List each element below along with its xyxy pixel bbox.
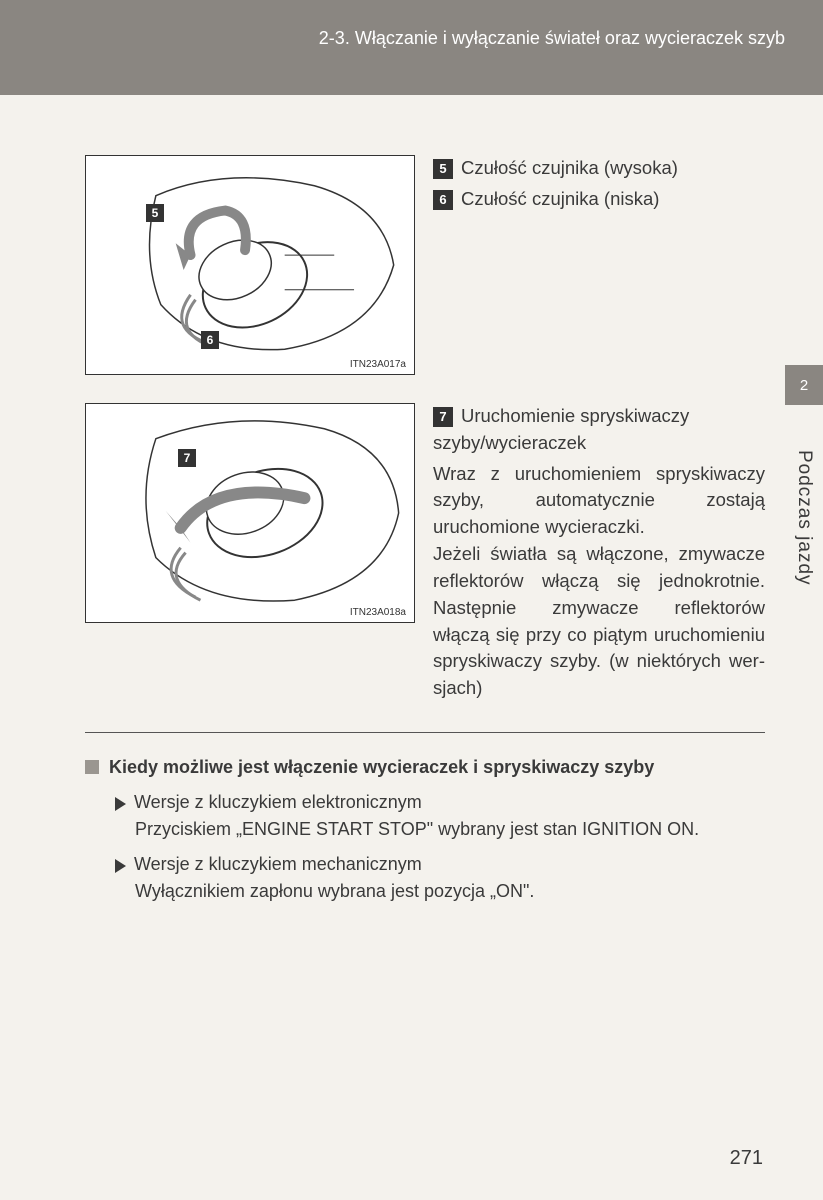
callout-7: 7: [433, 407, 453, 427]
chapter-tab: 2: [785, 365, 823, 405]
triangle-icon: [115, 859, 126, 873]
item-6-text: Czułość czujnika (niska): [461, 188, 659, 209]
row-fig2: 7 ITN23A018a 7Uruchomienie spryskiwaczy …: [85, 403, 765, 702]
bullet-1: Wersje z kluczykiem elektronicznym: [115, 792, 765, 813]
desc-col-1: 5 Czułość czujnika (wysoka) 6 Czułość czuj…: [433, 155, 765, 217]
figure-2: 7 ITN23A018a: [85, 403, 415, 623]
bullet-2: Wersje z kluczykiem mechanicznym: [115, 854, 765, 875]
chapter-label: Podczas jazdy: [793, 450, 815, 586]
desc-col-2: 7Uruchomienie spryskiwaczy szyby/wyciera…: [433, 403, 765, 702]
item-6: 6 Czułość czujnika (niska): [433, 186, 765, 213]
section-heading: Kiedy możliwe jest włączenie wycieraczek…: [85, 757, 765, 778]
section-number: 2-3.: [319, 28, 350, 48]
chapter-number: 2: [800, 377, 808, 394]
header-band: 2-3. Włączanie i wyłączanie świateł oraz…: [0, 0, 823, 95]
item-7-para1: Wraz z uruchomieniem spry­skiwaczy szyby…: [433, 461, 765, 541]
row-fig1: 5 6 ITN23A017a 5 Czułość czujnika (wysoka…: [85, 155, 765, 375]
section-heading-text: Kiedy możliwe jest włączenie wycieraczek…: [109, 757, 654, 778]
divider: [85, 732, 765, 733]
section-title: Włączanie i wyłączanie świateł oraz wyci…: [355, 28, 785, 48]
page-number: 271: [730, 1147, 763, 1170]
item-7: 7Uruchomienie spryskiwaczy szyby/wyciera…: [433, 403, 765, 457]
square-bullet-icon: [85, 760, 99, 774]
page-content: 5 6 ITN23A017a 5 Czułość czujnika (wysoka…: [85, 155, 765, 916]
callout-6: 6: [433, 190, 453, 210]
fig2-callout-7: 7: [178, 449, 196, 467]
fig1-callout-6: 6: [201, 331, 219, 349]
bullet-2-text: Wyłącznikiem zapłonu wybrana jest pozycj…: [135, 881, 765, 902]
triangle-icon: [115, 797, 126, 811]
bullet-1-text: Przyciskiem „ENGINE START STOP" wybrany …: [135, 819, 765, 840]
item-5-text: Czułość czujnika (wysoka): [461, 157, 678, 178]
item-5: 5 Czułość czujnika (wysoka): [433, 155, 765, 182]
callout-5: 5: [433, 159, 453, 179]
fig1-code: ITN23A017a: [350, 359, 406, 370]
figure-1: 5 6 ITN23A017a: [85, 155, 415, 375]
item-7-title: Uruchomienie spryskiwaczy szyby/wycierac…: [433, 405, 689, 453]
bullet-1-title: Wersje z kluczykiem elektronicznym: [134, 792, 422, 813]
fig1-callout-5: 5: [146, 204, 164, 222]
item-7-para2: Jeżeli światła są włączone, zmywacze ref…: [433, 541, 765, 702]
bullet-2-title: Wersje z kluczykiem mechanicznym: [134, 854, 422, 875]
fig2-code: ITN23A018a: [350, 607, 406, 618]
